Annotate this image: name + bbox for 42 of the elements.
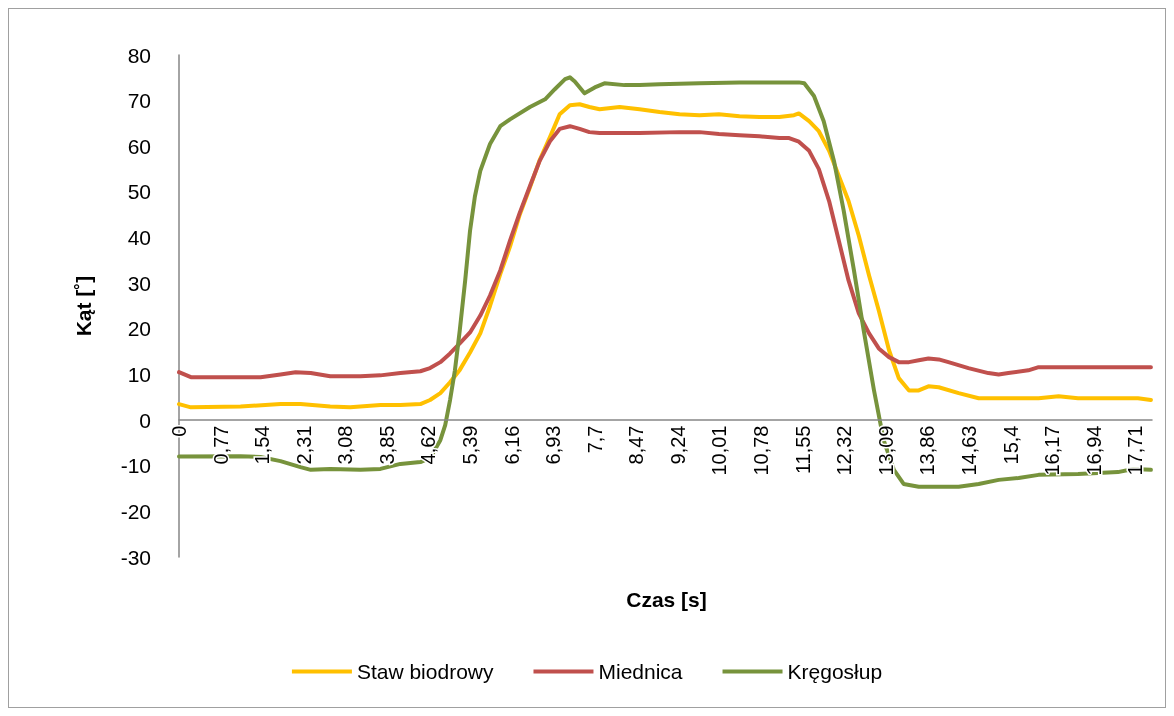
y-tick-label: 50: [127, 180, 151, 204]
x-tick-label: 3,08: [334, 425, 357, 465]
x-tick-label: 7,7: [583, 425, 606, 454]
x-tick-label: 15,4: [999, 425, 1022, 465]
legend-label: Staw biodrowy: [356, 660, 494, 683]
x-tick-label: 13,86: [916, 425, 939, 476]
x-tick-label: 5,39: [459, 425, 482, 465]
y-tick-label: 0: [139, 408, 151, 432]
y-tick-label: 80: [127, 43, 151, 67]
y-tick-label: 40: [127, 226, 151, 250]
y-tick-label: -30: [120, 545, 151, 569]
x-tick-label: 14,63: [957, 425, 980, 476]
x-tick-label: 0: [168, 425, 190, 437]
x-tick-label: 17,71: [1124, 425, 1147, 476]
y-axis-title: Kąt [˚]: [72, 275, 95, 337]
x-tick-label: 12,32: [833, 425, 856, 476]
legend-label: Miednica: [598, 660, 683, 683]
x-tick-label: 11,55: [791, 425, 814, 475]
x-axis-title: Czas [s]: [626, 587, 707, 611]
x-tick-label: 6,93: [542, 425, 565, 465]
y-tick-label: -10: [120, 454, 151, 478]
x-tick-label: 9,24: [666, 425, 689, 465]
y-tick-label: 70: [127, 89, 151, 113]
line-series: [177, 124, 1153, 380]
x-tick-label: 2,31: [292, 425, 315, 465]
x-tick-label: 10,01: [708, 425, 731, 476]
x-tick-label: 13,09: [874, 425, 897, 476]
y-tick-label: 60: [127, 134, 151, 158]
x-tick-label: 1,54: [251, 425, 274, 465]
y-tick-label: 10: [127, 362, 151, 386]
x-tick-label: 8,47: [625, 425, 648, 465]
x-tick-label: 4,62: [417, 425, 440, 465]
x-tick-label: 16,94: [1082, 425, 1105, 476]
x-tick-label: 16,17: [1041, 425, 1064, 476]
y-tick-label: 30: [127, 271, 151, 295]
x-tick-label: 3,85: [375, 425, 398, 465]
y-tick-label: -20: [120, 499, 151, 523]
legend-label: Kręgosłup: [787, 660, 883, 683]
x-tick-label: 6,16: [500, 425, 523, 465]
y-tick-label: 20: [127, 317, 151, 341]
x-tick-label: 10,78: [750, 425, 773, 476]
x-tick-label: 0,77: [209, 425, 232, 465]
